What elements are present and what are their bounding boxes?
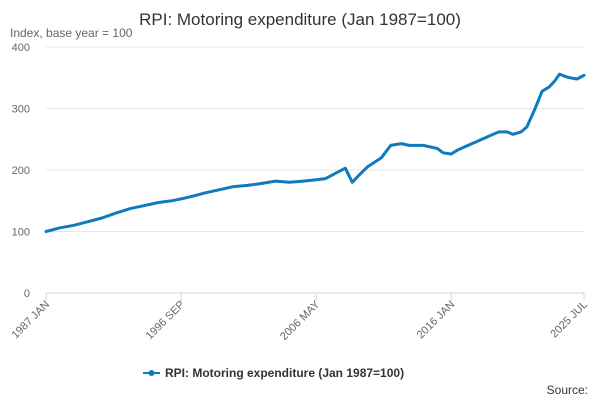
y-tick-label: 0 bbox=[24, 288, 30, 300]
y-tick-label: 100 bbox=[12, 227, 30, 239]
legend-label: RPI: Motoring expenditure (Jan 1987=100) bbox=[165, 366, 404, 380]
x-tick-label: 2016 JAN bbox=[415, 299, 458, 342]
x-tick-label: 2025 JUL bbox=[548, 299, 590, 341]
legend-marker-icon bbox=[148, 370, 155, 376]
legend[interactable]: RPI: Motoring expenditure (Jan 1987=100) bbox=[143, 366, 404, 380]
series-line[interactable] bbox=[44, 72, 586, 233]
y-tick-label: 200 bbox=[12, 165, 30, 177]
chart-title: RPI: Motoring expenditure (Jan 1987=100) bbox=[139, 10, 461, 29]
y-axis-label: Index, base year = 100 bbox=[10, 26, 133, 40]
x-tick-label: 1987 JAN bbox=[9, 299, 52, 342]
grid-lines bbox=[46, 46, 584, 294]
x-tick-label: 2006 MAY bbox=[278, 298, 323, 343]
x-tick-labels: 1987 JAN 1996 SEP 2006 MAY 2016 JAN 2025 JUL bbox=[9, 293, 590, 343]
y-tick-label: 400 bbox=[12, 42, 30, 54]
source-label: Source: bbox=[547, 383, 588, 397]
x-tick-label: 1996 SEP bbox=[144, 299, 188, 343]
y-tick-label: 300 bbox=[12, 104, 30, 116]
y-tick-labels: 0 100 200 300 400 bbox=[12, 42, 30, 300]
